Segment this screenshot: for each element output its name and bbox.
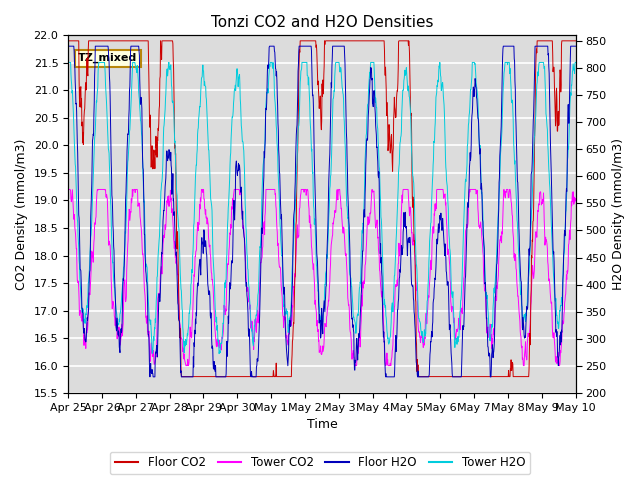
Line: Floor CO2: Floor CO2 — [68, 41, 575, 377]
Tower CO2 — [182, 363, 190, 369]
Tower H2O — [467, 87, 475, 93]
Floor H2O — [467, 154, 475, 159]
Floor CO2 — [64, 38, 72, 44]
Tower CO2 — [234, 187, 242, 192]
Floor H2O — [177, 374, 185, 380]
Floor H2O — [512, 111, 520, 117]
Tower CO2 — [64, 187, 72, 192]
Tower H2O — [572, 60, 579, 65]
Tower CO2 — [177, 336, 185, 342]
Title: Tonzi CO2 and H2O Densities: Tonzi CO2 and H2O Densities — [211, 15, 433, 30]
Y-axis label: H2O Density (mmol/m3): H2O Density (mmol/m3) — [612, 138, 625, 290]
Text: TZ_mixed: TZ_mixed — [78, 53, 138, 63]
Legend: Floor CO2, Tower CO2, Floor H2O, Tower H2O: Floor CO2, Tower CO2, Floor H2O, Tower H… — [110, 452, 530, 474]
Tower H2O — [401, 72, 408, 77]
Tower CO2 — [467, 187, 475, 192]
Tower H2O — [512, 178, 520, 184]
Floor H2O — [401, 216, 408, 222]
Tower CO2 — [165, 193, 173, 199]
Tower CO2 — [572, 198, 579, 204]
Floor H2O — [234, 168, 242, 174]
Line: Floor H2O: Floor H2O — [68, 46, 575, 377]
Floor CO2 — [572, 38, 579, 44]
Tower H2O — [215, 351, 223, 357]
Tower H2O — [234, 84, 242, 89]
Floor CO2 — [177, 366, 185, 372]
Floor H2O — [572, 43, 579, 49]
Tower H2O — [177, 286, 185, 292]
Floor H2O — [64, 43, 72, 49]
Floor CO2 — [401, 38, 408, 44]
Tower H2O — [165, 60, 173, 65]
Floor CO2 — [178, 374, 186, 380]
Line: Tower CO2: Tower CO2 — [68, 190, 575, 366]
X-axis label: Time: Time — [307, 419, 337, 432]
Tower CO2 — [512, 252, 520, 258]
Floor CO2 — [512, 374, 520, 380]
Tower H2O — [64, 60, 72, 65]
Floor H2O — [165, 147, 173, 153]
Line: Tower H2O: Tower H2O — [68, 62, 575, 354]
Floor CO2 — [165, 38, 173, 44]
Floor CO2 — [234, 374, 242, 380]
Floor H2O — [146, 374, 154, 380]
Floor CO2 — [467, 374, 475, 380]
Tower CO2 — [401, 187, 408, 192]
Y-axis label: CO2 Density (mmol/m3): CO2 Density (mmol/m3) — [15, 139, 28, 290]
